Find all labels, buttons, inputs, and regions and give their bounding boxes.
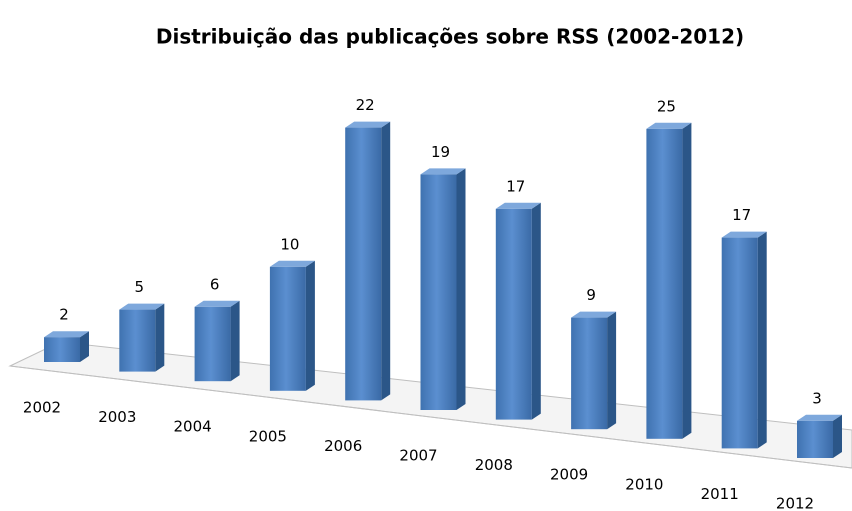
bar [345, 127, 382, 401]
bar-side [833, 414, 842, 458]
x-tick-label: 2010 [625, 475, 663, 493]
x-tick-label: 2009 [550, 466, 588, 484]
bar-top [194, 300, 240, 307]
bar [269, 266, 306, 391]
bar-top [44, 331, 89, 338]
value-label: 6 [210, 275, 220, 293]
floor-edge [9, 365, 852, 469]
x-tick-label: 2012 [776, 495, 814, 511]
x-tick-label: 2003 [98, 408, 136, 426]
bar [119, 309, 156, 372]
bar-side [682, 122, 692, 439]
bar [721, 237, 758, 449]
x-tick-label: 2006 [324, 437, 362, 455]
bar [44, 337, 80, 362]
bar-side [531, 202, 541, 420]
x-tick-label: 2004 [174, 418, 212, 436]
bar-top [345, 121, 391, 128]
bar-top [420, 168, 466, 175]
bar-top [646, 122, 692, 129]
value-label: 3 [812, 389, 822, 407]
x-tick-label: 2008 [475, 456, 513, 474]
bar [797, 420, 833, 458]
value-label: 22 [356, 96, 375, 114]
bar-top [721, 231, 767, 238]
value-label: 10 [280, 235, 299, 253]
bar-top [571, 311, 617, 318]
bar [571, 317, 608, 430]
value-label: 5 [135, 278, 145, 296]
value-label: 2 [59, 306, 69, 324]
bar [420, 174, 457, 410]
bar-top [797, 414, 842, 421]
bar-side [381, 121, 391, 401]
value-label: 25 [657, 97, 676, 115]
bar-side [456, 168, 466, 410]
bar-side [305, 260, 315, 391]
bar [194, 306, 231, 382]
x-tick-label: 2011 [701, 485, 739, 503]
x-tick-label: 2005 [249, 427, 287, 445]
bar-side [757, 231, 767, 449]
bar-side [607, 311, 617, 430]
bar-top [119, 303, 165, 310]
bar [646, 128, 683, 439]
bar-top [495, 202, 541, 209]
bar-side [80, 331, 89, 362]
bar-top [269, 260, 315, 267]
value-label: 17 [506, 177, 525, 195]
value-label: 17 [732, 206, 751, 224]
chart-title: Distribuição das publicações sobre RSS (… [156, 25, 744, 49]
x-tick-label: 2007 [399, 447, 437, 465]
value-label: 9 [586, 286, 596, 304]
bar-side [230, 300, 240, 382]
bar [495, 208, 532, 420]
bar-side [155, 303, 165, 372]
x-tick-label: 2002 [23, 399, 61, 417]
value-label: 19 [431, 143, 450, 161]
